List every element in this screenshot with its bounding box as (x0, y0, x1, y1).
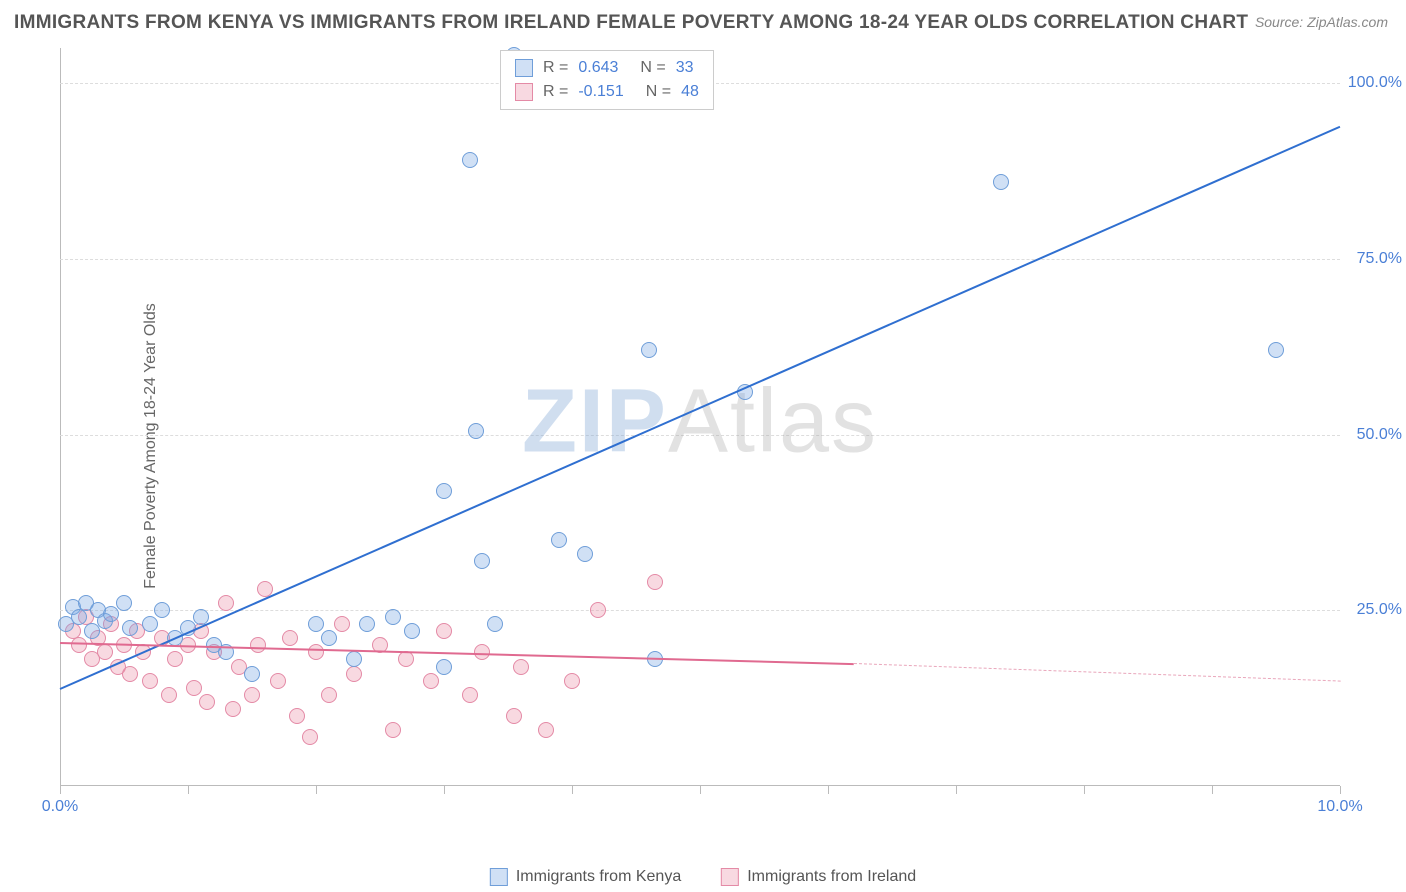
watermark: ZIPAtlas (522, 371, 878, 474)
kenya-point (71, 609, 87, 625)
kenya-point (244, 666, 260, 682)
kenya-point (436, 483, 452, 499)
ireland-trendline-extrapolated (854, 663, 1340, 682)
kenya-point (1268, 342, 1284, 358)
kenya-r-value: 0.643 (578, 56, 618, 80)
x-tick (188, 786, 189, 794)
kenya-point (308, 616, 324, 632)
ireland-legend-label: Immigrants from Ireland (747, 868, 916, 886)
x-tick (572, 786, 573, 794)
ireland-point (398, 651, 414, 667)
legend-item-kenya: Immigrants from Kenya (490, 868, 681, 886)
ireland-point (513, 659, 529, 675)
ireland-point (564, 673, 580, 689)
kenya-n-value: 33 (676, 56, 694, 80)
y-tick-label: 50.0% (1357, 426, 1402, 444)
x-tick (1084, 786, 1085, 794)
kenya-point (468, 423, 484, 439)
kenya-point (993, 174, 1009, 190)
x-tick (316, 786, 317, 794)
ireland-point (289, 708, 305, 724)
chart-title: IMMIGRANTS FROM KENYA VS IMMIGRANTS FROM… (14, 12, 1248, 34)
ireland-point (244, 687, 260, 703)
kenya-point (122, 620, 138, 636)
legend-item-ireland: Immigrants from Ireland (721, 868, 916, 886)
ireland-point (590, 602, 606, 618)
ireland-legend-swatch-icon (721, 868, 739, 886)
ireland-n-value: 48 (681, 80, 699, 104)
kenya-point (321, 630, 337, 646)
ireland-point (199, 694, 215, 710)
ireland-point (385, 722, 401, 738)
x-tick-label: 0.0% (42, 798, 78, 816)
x-tick-label: 10.0% (1317, 798, 1362, 816)
ireland-point (218, 595, 234, 611)
gridline (60, 435, 1340, 436)
ireland-swatch-icon (515, 83, 533, 101)
ireland-point (462, 687, 478, 703)
ireland-point (308, 644, 324, 660)
ireland-point (346, 666, 362, 682)
y-axis (60, 48, 61, 786)
chart-area: ZIPAtlas R = 0.643 N = 33 R = -0.151 N =… (60, 48, 1340, 828)
stats-row-ireland: R = -0.151 N = 48 (515, 80, 699, 104)
kenya-point (359, 616, 375, 632)
y-tick-label: 25.0% (1357, 601, 1402, 619)
ireland-point (423, 673, 439, 689)
x-tick (1340, 786, 1341, 794)
ireland-point (436, 623, 452, 639)
ireland-point (334, 616, 350, 632)
stats-row-kenya: R = 0.643 N = 33 (515, 56, 699, 80)
kenya-point (142, 616, 158, 632)
ireland-point (142, 673, 158, 689)
ireland-point (647, 574, 663, 590)
x-tick (956, 786, 957, 794)
ireland-point (321, 687, 337, 703)
ireland-point (97, 644, 113, 660)
ireland-point (250, 637, 266, 653)
kenya-trendline (60, 125, 1341, 689)
source-attribution: Source: ZipAtlas.com (1255, 14, 1388, 30)
kenya-point (551, 532, 567, 548)
gridline (60, 610, 1340, 611)
y-tick-label: 75.0% (1357, 250, 1402, 268)
kenya-point (116, 595, 132, 611)
kenya-point (436, 659, 452, 675)
ireland-point (167, 651, 183, 667)
ireland-point (122, 666, 138, 682)
ireland-point (506, 708, 522, 724)
ireland-point (71, 637, 87, 653)
ireland-point (302, 729, 318, 745)
ireland-point (282, 630, 298, 646)
x-tick (1212, 786, 1213, 794)
kenya-point (641, 342, 657, 358)
x-tick (828, 786, 829, 794)
ireland-point (538, 722, 554, 738)
kenya-point (462, 152, 478, 168)
y-tick-label: 100.0% (1348, 74, 1402, 92)
gridline (60, 259, 1340, 260)
kenya-point (487, 616, 503, 632)
ireland-point (225, 701, 241, 717)
kenya-point (577, 546, 593, 562)
series-legend: Immigrants from Kenya Immigrants from Ir… (490, 868, 916, 886)
kenya-point (474, 553, 490, 569)
stats-legend: R = 0.643 N = 33 R = -0.151 N = 48 (500, 50, 714, 110)
x-tick (60, 786, 61, 794)
ireland-point (161, 687, 177, 703)
kenya-legend-label: Immigrants from Kenya (516, 868, 681, 886)
x-tick (444, 786, 445, 794)
kenya-point (346, 651, 362, 667)
kenya-point (404, 623, 420, 639)
ireland-r-value: -0.151 (578, 80, 623, 104)
x-tick (700, 786, 701, 794)
ireland-point (186, 680, 202, 696)
kenya-swatch-icon (515, 59, 533, 77)
kenya-point (385, 609, 401, 625)
kenya-legend-swatch-icon (490, 868, 508, 886)
ireland-point (270, 673, 286, 689)
kenya-point (154, 602, 170, 618)
